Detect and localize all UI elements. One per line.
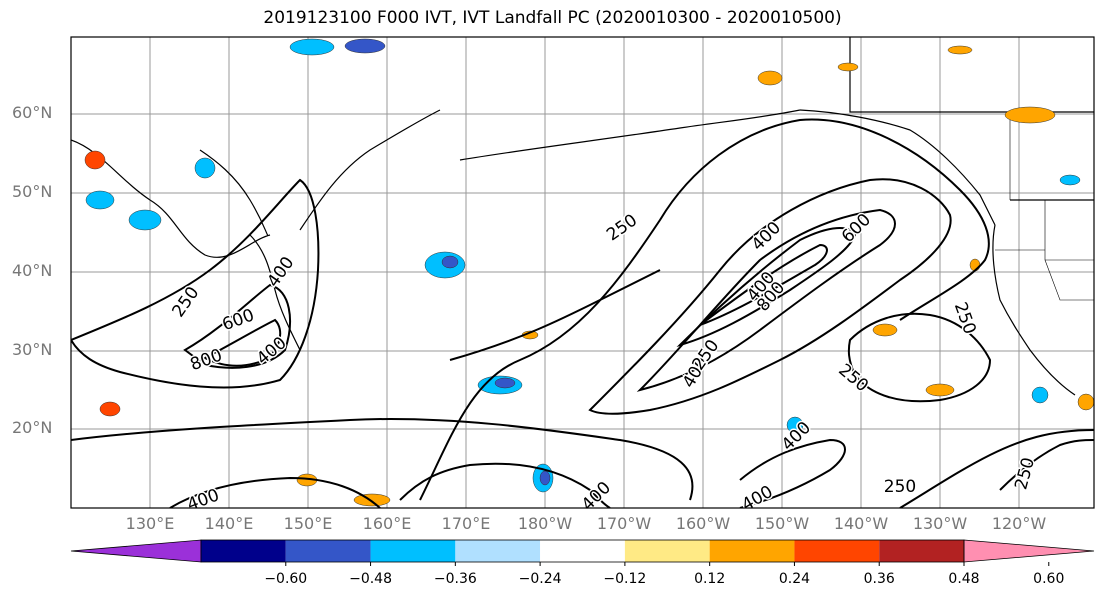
map-title: 2019123100 F000 IVT, IVT Landfall PC (20… <box>263 8 842 28</box>
colorbar-segment <box>285 540 371 562</box>
longitude-label: 150°W <box>754 514 810 533</box>
colorbar-segment <box>201 540 286 562</box>
colorbar-segment <box>540 540 625 562</box>
longitude-label: 130°E <box>125 514 175 533</box>
colorbar-tick-label: −0.36 <box>433 571 477 587</box>
latitude-label: 20°N <box>12 418 53 437</box>
longitude-label: 160°E <box>362 514 412 533</box>
colorbar-tick-label: 0.48 <box>948 571 980 587</box>
latitude-label: 30°N <box>12 340 53 359</box>
longitude-label: 170°W <box>596 514 652 533</box>
longitude-label: 140°E <box>204 514 254 533</box>
longitude-label: 150°E <box>283 514 333 533</box>
map-features <box>71 37 1094 508</box>
colorbar-extend-high <box>963 539 1095 563</box>
colorbar-tick-label: −0.12 <box>603 571 647 587</box>
longitude-label: 130°W <box>912 514 968 533</box>
longitude-label: 140°W <box>833 514 889 533</box>
colorbar-segment <box>709 540 795 562</box>
latitude-label: 50°N <box>12 182 53 201</box>
colorbar-tick-label: −0.48 <box>349 571 392 587</box>
longitude-label: 160°W <box>675 514 731 533</box>
colorbar-segment <box>455 540 541 562</box>
latitude-label: 40°N <box>12 261 53 280</box>
colorbar-tick-label: 0.12 <box>694 571 726 587</box>
colorbar-segment <box>370 540 456 562</box>
graticule <box>71 37 1094 508</box>
ivt-contours <box>71 118 1094 508</box>
colorbar <box>70 539 1095 566</box>
longitude-label: 120°W <box>991 514 1047 533</box>
pc-shading <box>84 38 1094 507</box>
colorbar-tick-label: −0.24 <box>518 571 562 587</box>
colorbar-tick-label: 0.60 <box>1033 571 1065 587</box>
colorbar-segment <box>879 540 964 562</box>
boundaries <box>995 112 1094 301</box>
colorbar-outline <box>200 539 965 563</box>
colorbar-segment <box>624 540 710 562</box>
colorbar-tick-label: −0.60 <box>264 571 308 587</box>
colorbar-segment <box>794 540 880 562</box>
colorbar-tick-label: 0.24 <box>778 571 811 587</box>
colorbar-extend-low <box>70 539 202 563</box>
longitude-label: 180°W <box>517 514 573 533</box>
contour-label: 250 <box>884 477 916 497</box>
map-frame <box>70 36 1095 509</box>
colorbar-tick-label: 0.36 <box>863 571 895 587</box>
longitude-label: 170°E <box>441 514 491 533</box>
latitude-label: 60°N <box>12 103 53 122</box>
